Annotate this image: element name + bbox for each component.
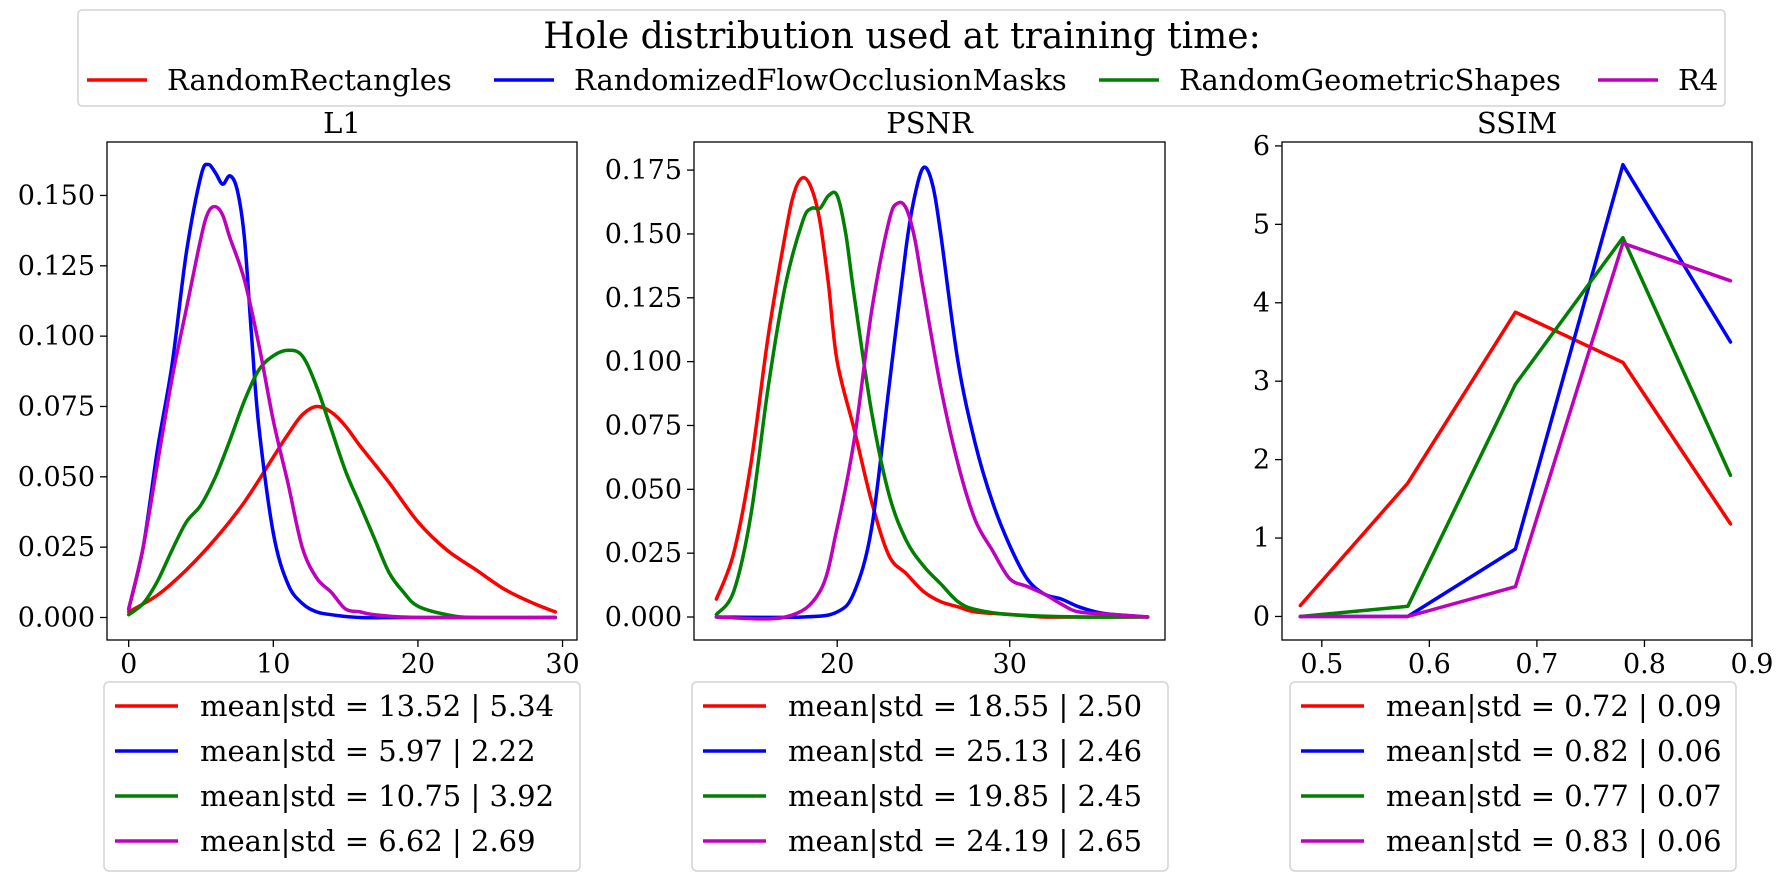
panel-legend: mean|std = 13.52 | 5.34 mean|std = 5.97 |… [103,681,581,872]
y-tick-label: 0 [1253,601,1270,632]
axes-frame [106,141,578,641]
series-line-r4 [714,200,1150,621]
y-tick-label: 0.050 [18,462,95,493]
legend-entry-label: mean|std = 18.55 | 2.50 [788,689,1142,723]
x-tick-label: 30 [993,649,1027,680]
top-legend-frame [77,9,1726,107]
y-tick-label: 0.100 [605,347,682,378]
legend-label: RandomizedFlowOcclusionMasks [574,63,1067,97]
subplot-title: L1 [323,106,361,140]
axes-frame [693,141,1166,641]
panel-ssim: SSIM 0.5 0.6 0.7 0.8 0.9 0 1 2 3 4 5 6 mean|std = 0.7… [1253,106,1774,872]
x-tick-label: 0.8 [1623,649,1666,680]
y-tick-label: 1 [1253,523,1270,554]
y-tick-label: 0.050 [605,474,682,505]
y-tick-label: 0.000 [18,602,95,633]
axes-frame [1281,141,1753,641]
legend-entry-label: mean|std = 24.19 | 2.65 [788,824,1142,858]
y-tick-label: 0.000 [605,602,682,633]
legend-entry-label: mean|std = 6.62 | 2.69 [200,824,536,858]
legend-label: RandomGeometricShapes [1179,63,1561,97]
panel-legend: mean|std = 0.72 | 0.09 mean|std = 0.82 | … [1289,681,1737,872]
y-tick-label: 0.150 [18,180,95,211]
x-tick-label: 30 [545,649,579,680]
legend-label: R4 [1678,63,1718,97]
x-tick-label: 0.9 [1731,649,1774,680]
y-tick-label: 4 [1253,288,1270,319]
legend-entry-label: mean|std = 0.83 | 0.06 [1386,824,1722,858]
y-tick-label: 2 [1253,445,1270,476]
legend-entry-label: mean|std = 10.75 | 3.92 [200,779,554,813]
top-legend: Hole distribution used at training time:… [77,9,1726,107]
panel-legend: mean|std = 18.55 | 2.50 mean|std = 25.13 … [691,681,1169,872]
series-line-randomizedflowocclusionmasks [714,165,1150,620]
series-line-randomizedflowocclusionmasks [126,162,558,620]
legend-entry-label: mean|std = 0.77 | 0.07 [1386,779,1722,813]
y-tick-label: 3 [1253,366,1270,397]
panel-legend-frame [1289,681,1737,872]
plot-area [126,162,558,620]
legend-entry-label: mean|std = 19.85 | 2.45 [788,779,1142,813]
legend-entry-label: mean|std = 0.82 | 0.06 [1386,734,1722,768]
legend-entry: RandomGeometricShapes [1099,63,1561,97]
series-line-r4 [1298,241,1733,619]
legend-title: Hole distribution used at training time: [543,16,1260,57]
series-line-randomgeometricshapes [714,190,1150,619]
legend-entry-label: mean|std = 25.13 | 2.46 [788,734,1142,768]
x-tick-label: 0.5 [1300,649,1343,680]
y-tick-label: 0.025 [18,532,95,563]
plot-area [714,165,1150,621]
series-line-randomgeometricshapes [1298,235,1733,619]
subplot-title: SSIM [1477,106,1557,140]
x-tick-label: 20 [401,649,435,680]
legend-entry-label: mean|std = 5.97 | 2.22 [200,734,536,768]
series-line-randomizedflowocclusionmasks [1298,162,1733,619]
series-line-randomrectangles [126,404,558,614]
y-tick-label: 0.175 [605,155,682,186]
series-line-randomrectangles [1298,310,1733,608]
y-tick-label: 0.100 [18,321,95,352]
panel-legend-frame [103,681,581,872]
x-tick-label: 0 [120,649,137,680]
panel-l1: L1 0 10 20 30 0.000 0.025 0.050 0.075 0.100 0.125 0… [18,106,581,872]
x-tick-label: 10 [256,649,290,680]
subplot-title: PSNR [886,106,974,140]
legend-entry-label: mean|std = 0.72 | 0.09 [1386,689,1722,723]
y-tick-label: 0.125 [605,283,682,314]
legend-entry: R4 [1598,63,1718,97]
legend-entry-label: mean|std = 13.52 | 5.34 [200,689,554,723]
series-line-randomrectangles [714,175,1150,619]
x-tick-label: 20 [820,649,854,680]
plot-area [1298,162,1733,619]
y-tick-label: 0.125 [18,251,95,282]
y-tick-label: 0.150 [605,219,682,250]
x-tick-label: 0.6 [1408,649,1451,680]
legend-label: RandomRectangles [167,63,452,97]
y-tick-label: 0.025 [605,538,682,569]
series-line-randomgeometricshapes [126,348,558,620]
y-tick-label: 6 [1253,131,1270,162]
legend-entry: RandomizedFlowOcclusionMasks [494,63,1067,97]
panel-legend-frame [691,681,1169,872]
panel-psnr: PSNR 20 30 0.000 0.025 0.050 0.075 0.100 0.125 0.… [605,106,1169,872]
legend-entry: RandomRectangles [87,63,452,97]
y-tick-label: 0.075 [18,391,95,422]
series-line-r4 [126,204,558,620]
y-tick-label: 0.075 [605,410,682,441]
y-tick-label: 5 [1253,209,1270,240]
x-tick-label: 0.7 [1515,649,1558,680]
